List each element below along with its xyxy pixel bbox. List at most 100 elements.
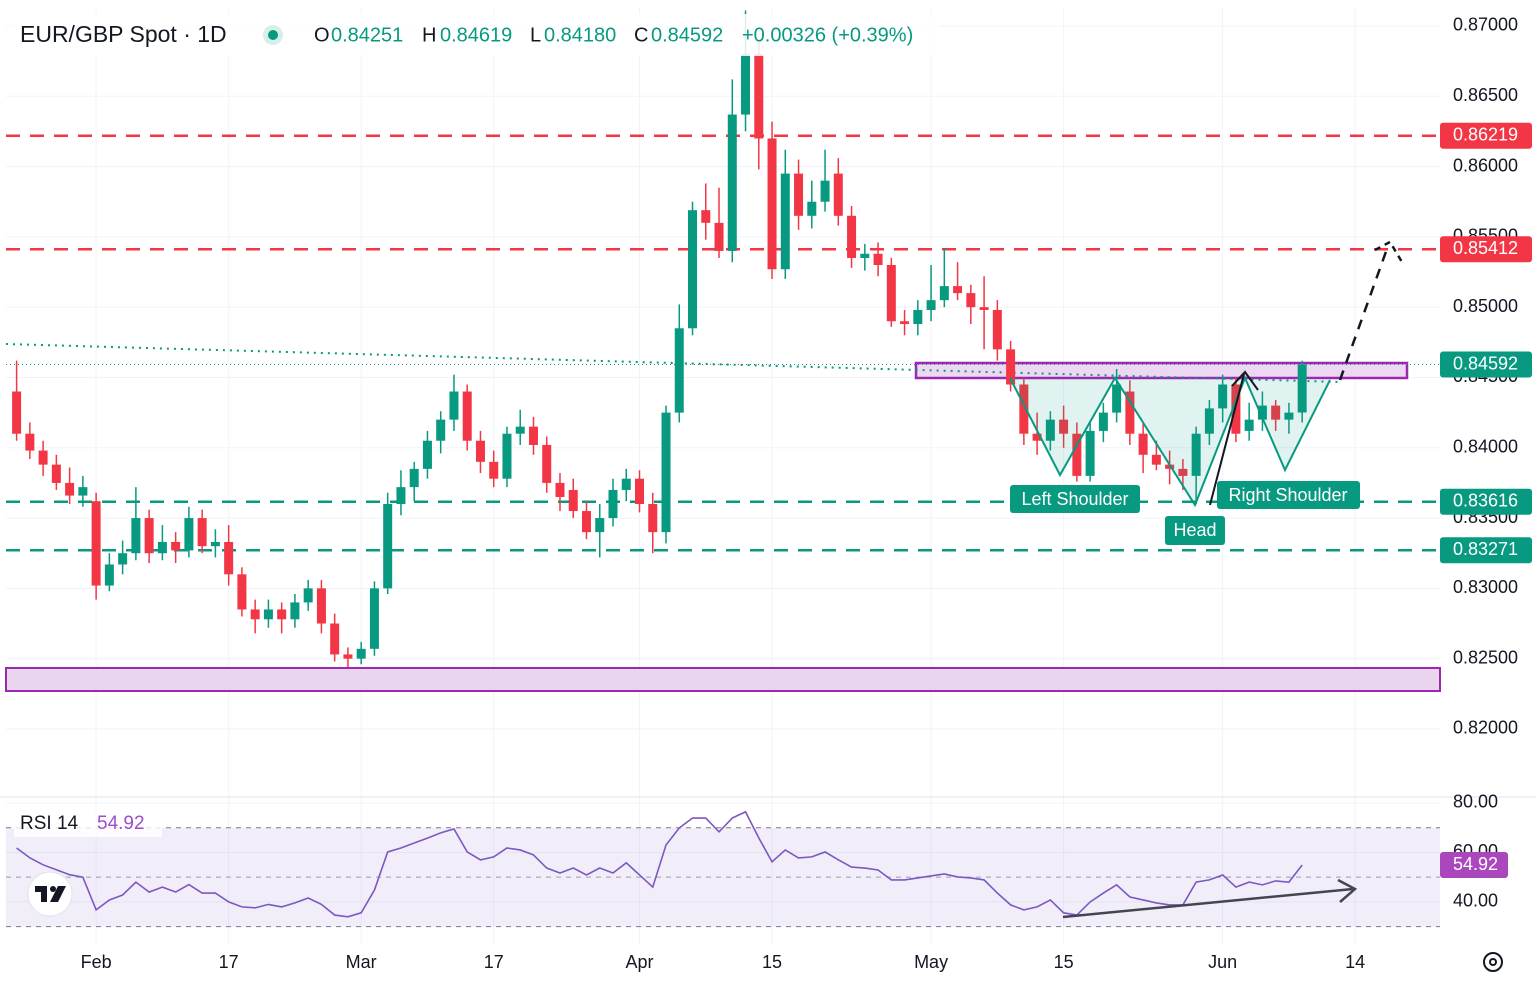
candle-body	[65, 482, 75, 496]
header: EUR/GBP Spot · 1D O 0.84251 H 0.84619 L …	[10, 14, 940, 56]
candle-body	[688, 210, 698, 329]
level-label-bg	[1440, 236, 1532, 263]
candle-body	[900, 321, 910, 325]
candle-body	[369, 588, 379, 649]
settings-icon[interactable]	[1483, 952, 1503, 972]
rsi-arrow-head	[1337, 878, 1358, 903]
candle-body	[608, 489, 618, 519]
candle-body	[595, 518, 605, 533]
candle-body	[1085, 430, 1095, 476]
candle-body	[886, 265, 896, 322]
candle-body	[118, 553, 128, 565]
candle-body	[1138, 433, 1148, 455]
ohlc-key: O	[314, 24, 330, 46]
candle-body	[1218, 384, 1228, 409]
candle-body	[171, 541, 181, 551]
pattern: Left Shoulder Head Right Shoulder	[1009, 240, 1404, 545]
ohlc-key: C	[634, 24, 648, 46]
candle-body	[1019, 384, 1029, 434]
candle-body	[939, 286, 949, 301]
rsi-pane	[0, 796, 1536, 928]
y-tick-label: 0.85000	[1453, 296, 1518, 316]
candle-body	[807, 201, 817, 216]
candle-body	[1059, 419, 1069, 434]
level-label: 0.83616	[1453, 491, 1518, 511]
candle-body	[449, 391, 459, 420]
rsi-last-bg	[1440, 852, 1508, 879]
x-tick-label: Feb	[81, 952, 112, 972]
candle-body	[1112, 384, 1122, 413]
candle-body	[1178, 468, 1188, 476]
rsi-value: 54.92	[97, 813, 145, 834]
candle-body	[714, 222, 724, 251]
candle-body	[489, 461, 499, 479]
candle-body	[727, 114, 737, 251]
candle-body	[1098, 412, 1108, 431]
x-tick-label: 17	[484, 952, 504, 972]
candle-body	[303, 588, 313, 603]
y-tick-label: 0.86500	[1453, 85, 1518, 105]
annotation-box	[1010, 485, 1140, 513]
pattern-line	[1009, 375, 1331, 508]
candle-body	[91, 501, 101, 586]
candle-body	[144, 518, 154, 554]
y-tick-label: 0.82000	[1453, 718, 1518, 738]
candle-body	[197, 518, 207, 547]
candle-body	[184, 518, 194, 551]
last-price-bg	[1440, 351, 1532, 378]
candle-body	[635, 478, 645, 505]
candle-body	[701, 210, 711, 223]
candle-body	[330, 623, 340, 655]
rsi-tick-label: 40.00	[1453, 891, 1498, 911]
candle-body	[422, 440, 432, 469]
annotation: Head	[1173, 520, 1216, 540]
candle-body	[396, 487, 406, 505]
y-tick-label: 0.87000	[1453, 15, 1518, 35]
ohlc-value: 0.84592	[651, 24, 723, 46]
settings[interactable]	[1483, 952, 1503, 972]
rsi-drawing	[1062, 878, 1358, 919]
candle-body	[979, 307, 989, 310]
candle-body	[38, 450, 48, 465]
candle-body	[1006, 349, 1016, 385]
candle-body	[1032, 433, 1042, 441]
candle-body	[290, 602, 300, 620]
x-tick-label: 17	[219, 952, 239, 972]
rsi-legend-bg	[14, 811, 162, 837]
candle-body	[913, 309, 923, 325]
level-label-bg	[1440, 537, 1532, 564]
candle-body	[794, 173, 804, 216]
candle-body	[661, 412, 671, 533]
arrow	[1209, 373, 1245, 506]
x-tick-label: Mar	[346, 952, 377, 972]
candle-body	[462, 391, 472, 441]
header-bg	[10, 14, 940, 56]
candle-body	[873, 253, 883, 266]
candle-body	[1165, 464, 1175, 469]
candle-body	[621, 478, 631, 490]
candle-body	[78, 487, 88, 496]
ohlc-value: 0.84251	[331, 24, 403, 46]
candle-body	[820, 180, 830, 202]
candle-body	[860, 253, 870, 258]
candle-body	[104, 564, 114, 586]
annotation: Left Shoulder	[1021, 489, 1128, 509]
annotation-box	[1217, 481, 1360, 509]
candle-body	[131, 518, 141, 554]
logo-part	[41, 886, 47, 902]
settings-icon-center	[1489, 958, 1497, 966]
logo-part	[50, 886, 66, 902]
candle-body	[1045, 419, 1055, 441]
candle-body	[992, 309, 1002, 350]
candle-body	[674, 328, 684, 413]
candle-body	[343, 654, 353, 659]
candle-body	[12, 391, 22, 434]
x-tick-label: 15	[762, 952, 782, 972]
candle-body	[1257, 405, 1267, 420]
candle-body	[356, 648, 366, 659]
x-tick-label: Jun	[1208, 952, 1237, 972]
x-tick-label: May	[914, 952, 948, 972]
rsi-tick-label: 80.00	[1453, 792, 1498, 812]
y-tick-label: 0.83000	[1453, 577, 1518, 597]
candle-body	[263, 609, 273, 620]
